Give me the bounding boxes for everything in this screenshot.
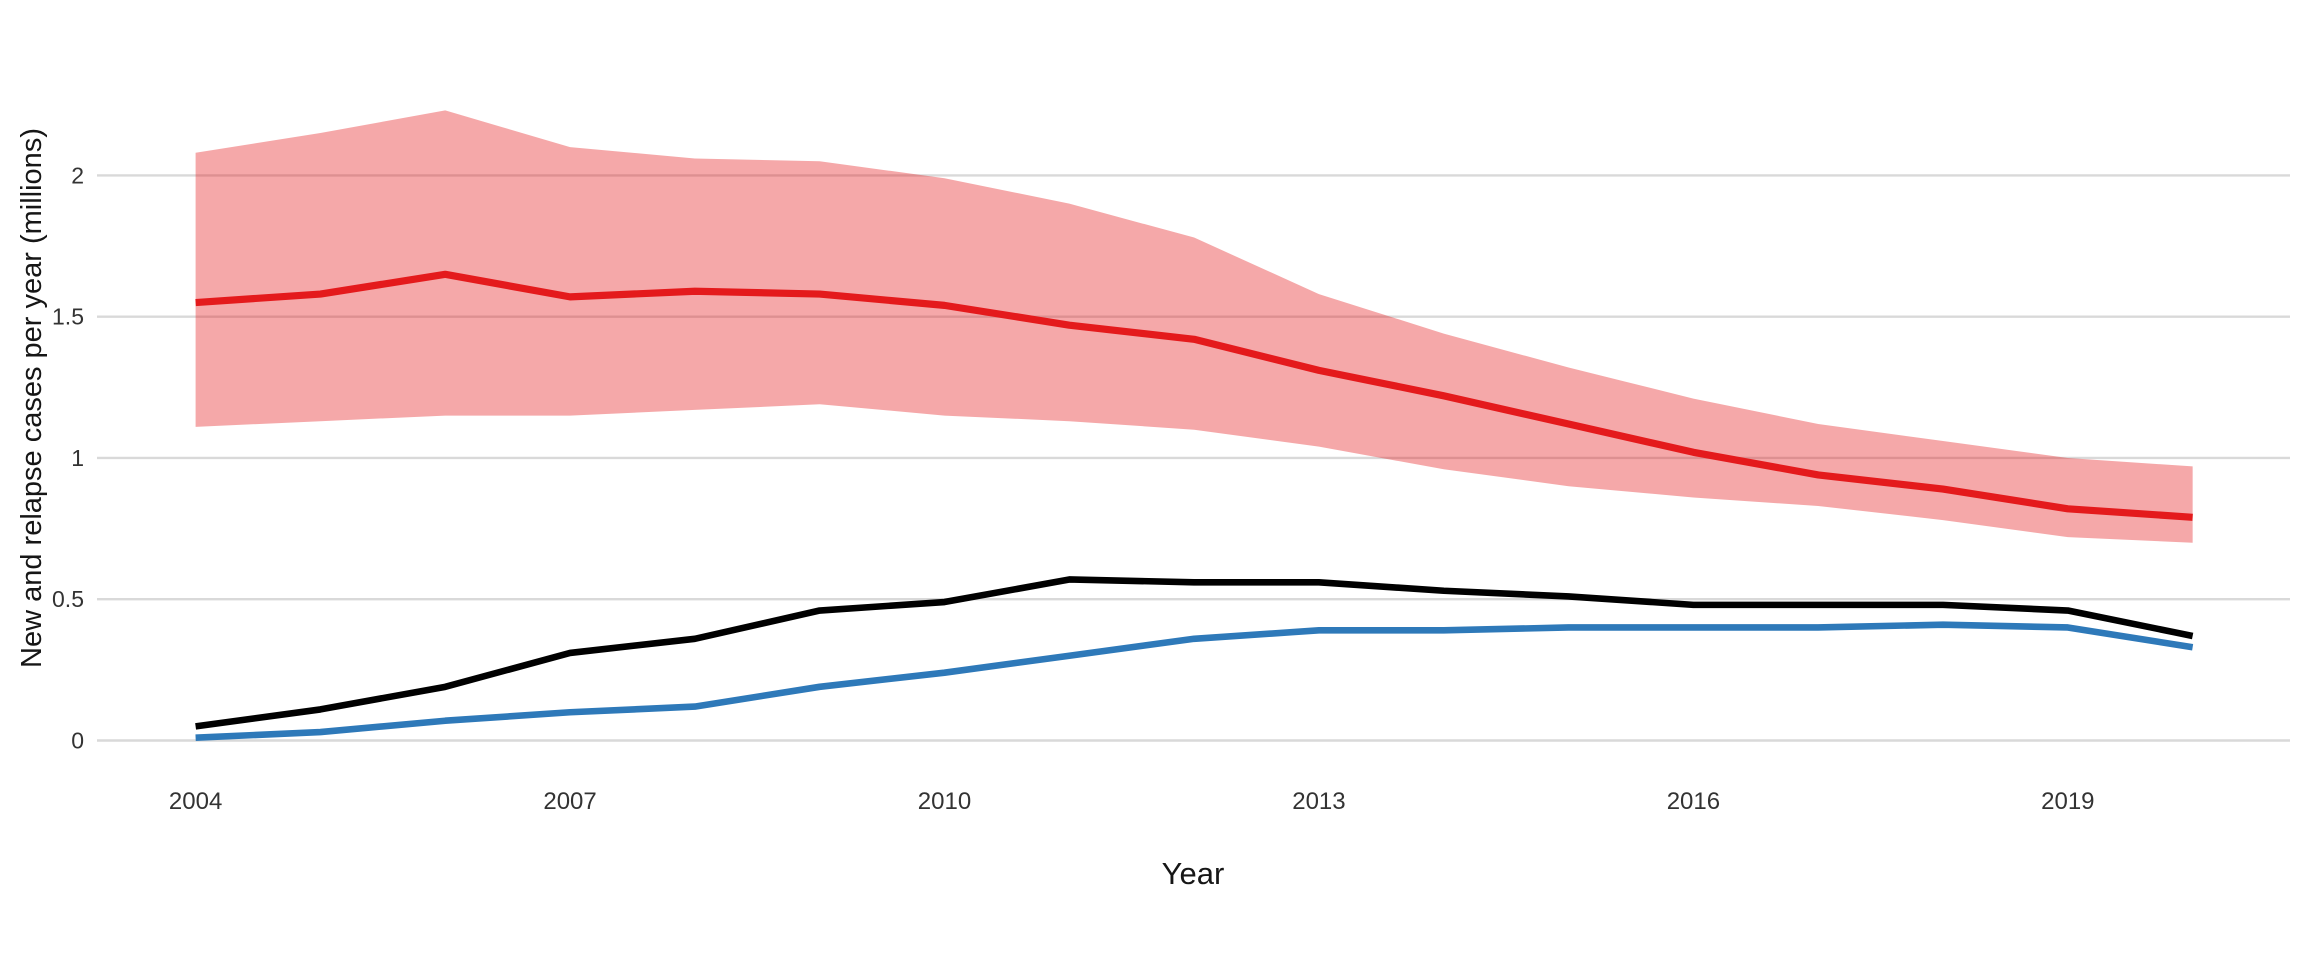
y-tick-label-1: 1	[71, 445, 84, 471]
y-axis-title: New and relapse cases per year (millions…	[16, 128, 48, 668]
x-axis-title: Year	[1162, 856, 1225, 891]
series-lines-layer	[195, 270, 2194, 741]
x-tick-label-2013: 2013	[1292, 788, 1345, 815]
x-tick-label-2007: 2007	[543, 788, 596, 815]
y-tick-label-2: 2	[71, 162, 84, 188]
x-tick-label-2016: 2016	[1667, 788, 1720, 815]
y-tick-label-0.5: 0.5	[52, 586, 84, 612]
red-line-central-estimate	[195, 270, 2193, 521]
black-line	[195, 576, 2194, 730]
x-tick-label-2019: 2019	[2041, 788, 2094, 815]
tick-labels-layer: 0 0.5 1 1.5 2 2004 2007 2010 2013 2016 2019	[52, 162, 2095, 815]
x-tick-label-2010: 2010	[918, 788, 971, 815]
blue-line	[195, 621, 2194, 741]
gridlines-layer	[97, 174, 2290, 742]
y-tick-label-1.5: 1.5	[52, 304, 84, 330]
x-tick-label-2004: 2004	[169, 788, 222, 815]
confidence-band-layer	[195, 110, 2193, 543]
y-tick-label-0: 0	[71, 728, 84, 754]
confidence-band	[195, 110, 2193, 543]
